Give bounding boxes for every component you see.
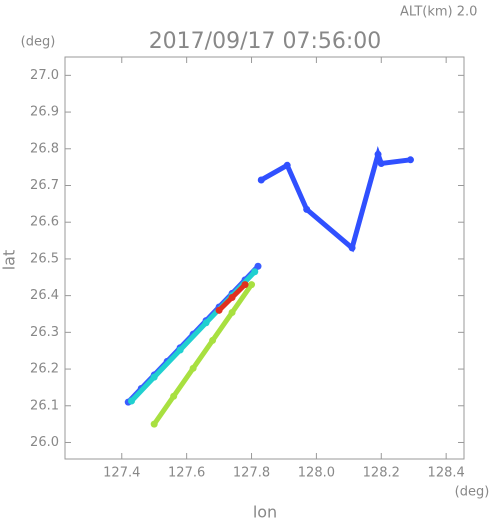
- y-tick-label: 26.8: [30, 141, 59, 156]
- y-unit: (deg): [21, 35, 56, 50]
- echo-streak: [258, 145, 413, 253]
- y-tick-label: 27.0: [30, 68, 59, 83]
- y-axis-label: lat: [0, 250, 19, 271]
- plot-frame: [64, 56, 465, 460]
- x-tick-label: 127.4: [103, 466, 140, 481]
- x-unit: (deg): [455, 485, 490, 500]
- y-tick-label: 26.7: [30, 178, 59, 193]
- echo-streak: [151, 282, 255, 427]
- y-tick-label: 26.3: [30, 325, 59, 340]
- x-axis-label: lon: [253, 503, 277, 521]
- y-tick-label: 26.1: [30, 398, 59, 413]
- echo-streak: [216, 282, 248, 313]
- x-tick-label: 128.2: [363, 466, 400, 481]
- chart-title: 2017/09/17 07:56:00: [149, 29, 382, 54]
- y-tick-label: 26.0: [30, 435, 59, 450]
- y-tick-label: 26.5: [30, 251, 59, 266]
- y-tick-label: 26.6: [30, 215, 59, 230]
- x-tick-label: 127.8: [233, 466, 270, 481]
- x-tick-label: 127.6: [168, 466, 205, 481]
- x-tick-label: 128.0: [298, 466, 335, 481]
- y-tick-label: 26.2: [30, 362, 59, 377]
- subtitle: ALT(km) 2.0: [400, 5, 477, 20]
- x-tick-label: 128.4: [428, 466, 465, 481]
- y-tick-label: 26.4: [30, 288, 59, 303]
- y-tick-label: 26.9: [30, 105, 59, 120]
